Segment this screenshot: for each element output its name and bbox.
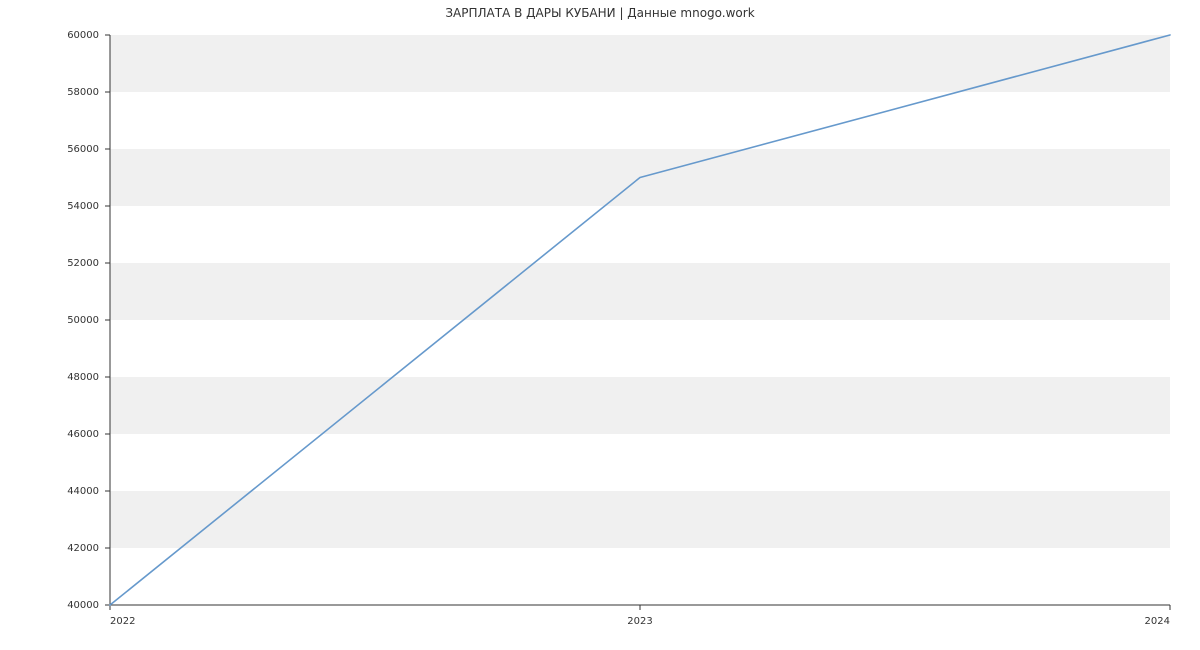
y-tick-label: 52000 [67, 258, 99, 269]
x-tick-label: 2023 [627, 616, 652, 627]
y-tick-label: 50000 [67, 315, 99, 326]
y-tick-label: 48000 [67, 372, 99, 383]
chart-title: ЗАРПЛАТА В ДАРЫ КУБАНИ | Данные mnogo.wo… [0, 6, 1200, 20]
x-tick-label: 2024 [1145, 616, 1170, 627]
y-tick-label: 60000 [67, 30, 99, 41]
y-tick-label: 44000 [67, 486, 99, 497]
y-tick-label: 54000 [67, 201, 99, 212]
y-tick-label: 42000 [67, 543, 99, 554]
chart-svg: 40000 42000 44000 46000 48000 50000 52000 54000… [0, 0, 1200, 650]
y-tick-label: 40000 [67, 600, 99, 611]
y-tick-label: 46000 [67, 429, 99, 440]
y-tick-label: 58000 [67, 87, 99, 98]
x-tick-label: 2022 [110, 616, 135, 627]
y-tick-label: 56000 [67, 144, 99, 155]
salary-line-chart: ЗАРПЛАТА В ДАРЫ КУБАНИ | Данные mnogo.wo… [0, 0, 1200, 650]
